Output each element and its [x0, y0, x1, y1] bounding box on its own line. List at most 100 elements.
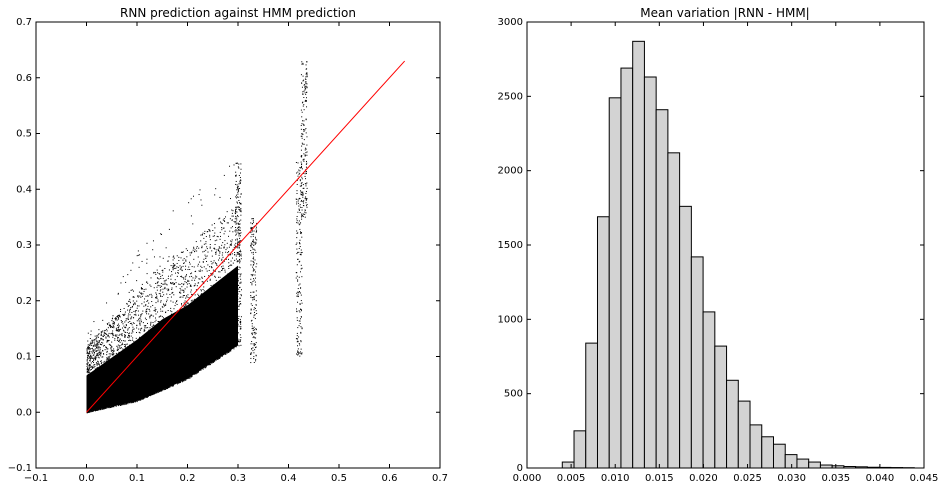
- scatter-point: [158, 387, 160, 389]
- scatter-point: [176, 303, 178, 305]
- scatter-point: [88, 394, 90, 396]
- scatter-point: [193, 350, 195, 352]
- scatter-point: [121, 335, 123, 337]
- scatter-point: [203, 286, 205, 288]
- scatter-point: [142, 371, 144, 373]
- scatter-point: [185, 333, 187, 335]
- scatter-point: [233, 325, 235, 327]
- scatter-point: [191, 299, 193, 301]
- scatter-point: [193, 320, 195, 322]
- scatter-point: [300, 308, 302, 310]
- scatter-point: [240, 337, 242, 339]
- scatter-point: [221, 298, 223, 300]
- scatter-point: [139, 399, 141, 401]
- scatter-point: [194, 365, 196, 367]
- scatter-point: [237, 338, 239, 340]
- scatter-point: [92, 407, 94, 409]
- scatter-point: [102, 396, 104, 398]
- scatter-point: [229, 218, 231, 220]
- scatter-point: [194, 372, 196, 374]
- scatter-point: [236, 304, 238, 306]
- scatter-point: [97, 350, 99, 352]
- scatter-point: [206, 291, 208, 293]
- scatter-point: [305, 198, 307, 200]
- scatter-point: [237, 188, 239, 190]
- scatter-point: [105, 359, 107, 361]
- scatter-point: [195, 241, 197, 243]
- scatter-point: [178, 283, 180, 285]
- scatter-point: [132, 331, 134, 333]
- scatter-point: [194, 363, 196, 365]
- scatter-point: [110, 345, 112, 347]
- scatter-point: [207, 364, 209, 366]
- scatter-point: [183, 333, 185, 335]
- scatter-point: [91, 356, 93, 358]
- scatter-point: [236, 281, 238, 283]
- scatter-point: [125, 398, 127, 400]
- scatter-point: [159, 336, 161, 338]
- scatter-point: [175, 354, 177, 356]
- scatter-point: [118, 400, 120, 402]
- scatter-point: [300, 161, 302, 163]
- scatter-point: [132, 399, 134, 401]
- scatter-point: [136, 325, 138, 327]
- scatter-point: [234, 290, 236, 292]
- scatter-point: [300, 128, 302, 130]
- scatter-point: [296, 172, 298, 174]
- scatter-point: [296, 253, 298, 255]
- scatter-point: [182, 318, 184, 320]
- scatter-point: [222, 281, 224, 283]
- scatter-point: [96, 409, 98, 411]
- scatter-point: [95, 338, 97, 340]
- scatter-point: [107, 327, 109, 329]
- scatter-point: [183, 316, 185, 318]
- scatter-point: [206, 321, 208, 323]
- scatter-point: [106, 358, 108, 360]
- scatter-point: [148, 350, 150, 352]
- scatter-point: [299, 311, 301, 313]
- scatter-point: [125, 400, 127, 402]
- scatter-point: [180, 296, 182, 298]
- scatter-point: [223, 267, 225, 269]
- scatter-point: [238, 235, 240, 237]
- scatter-point: [87, 368, 89, 370]
- scatter-point: [201, 347, 203, 349]
- scatter-point: [96, 347, 98, 349]
- scatter-point: [88, 351, 90, 353]
- scatter-point: [168, 383, 170, 385]
- scatter-point: [172, 336, 174, 338]
- scatter-point: [97, 406, 99, 408]
- scatter-point: [219, 251, 221, 253]
- scatter-point: [102, 386, 104, 388]
- scatter-point: [236, 338, 238, 340]
- scatter-point: [96, 393, 98, 395]
- scatter-point: [151, 330, 153, 332]
- scatter-point: [163, 343, 165, 345]
- scatter-point: [299, 179, 301, 181]
- scatter-point: [124, 394, 126, 396]
- scatter-point: [188, 329, 190, 331]
- scatter-point: [252, 253, 254, 255]
- scatter-point: [181, 333, 183, 335]
- scatter-point: [196, 363, 198, 365]
- scatter-point: [217, 350, 219, 352]
- scatter-point: [124, 334, 126, 336]
- scatter-point: [118, 381, 120, 383]
- scatter-point: [209, 297, 211, 299]
- scatter-point: [87, 399, 89, 401]
- scatter-point: [104, 375, 106, 377]
- scatter-point: [223, 348, 225, 350]
- scatter-point: [183, 262, 185, 264]
- scatter-point: [107, 339, 109, 341]
- scatter-point: [236, 269, 238, 271]
- scatter-point: [192, 372, 194, 374]
- scatter-point: [94, 385, 96, 387]
- scatter-point: [183, 364, 185, 366]
- scatter-point: [162, 310, 164, 312]
- scatter-point: [90, 341, 92, 343]
- scatter-point: [140, 396, 142, 398]
- scatter-point: [213, 353, 215, 355]
- histogram-bar: [596, 216, 610, 469]
- scatter-point: [146, 322, 148, 324]
- scatter-point: [140, 376, 142, 378]
